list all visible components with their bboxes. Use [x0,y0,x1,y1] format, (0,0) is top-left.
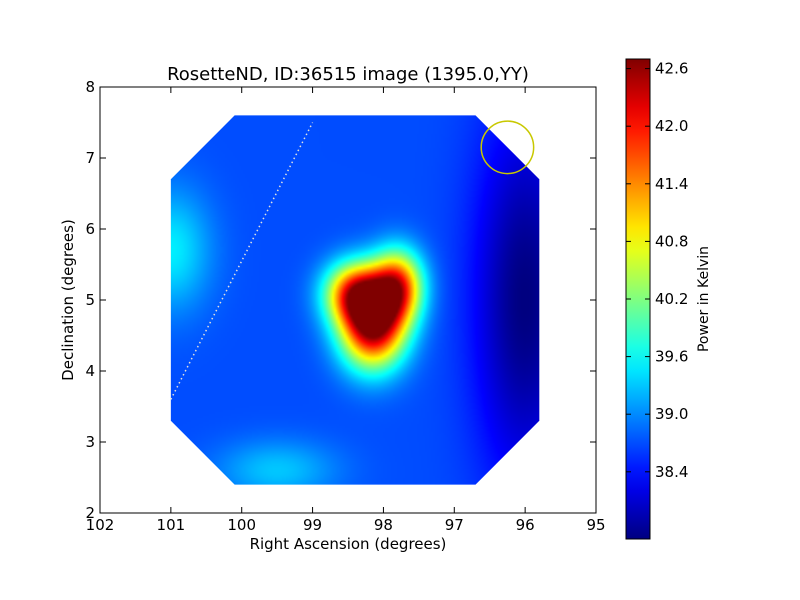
x-tick-label: 96 [516,516,535,534]
colorbar-tick-label: 39.0 [655,405,688,423]
y-tick-label: 5 [85,291,95,309]
chart-title: RosetteND, ID:36515 image (1395.0,YY) [167,64,529,85]
x-tick-label: 95 [586,516,605,534]
x-tick-label: 99 [303,516,322,534]
y-axis-label: Declination (degrees) [59,219,77,381]
colorbar-tick-label: 42.0 [655,117,688,135]
y-tick-label: 7 [85,149,95,167]
x-tick-label: 98 [374,516,393,534]
y-tick-label: 3 [85,433,95,451]
x-axis-ticks: 102 101 100 99 98 97 96 95 [86,87,606,534]
y-tick-label: 4 [85,362,95,380]
colorbar-tick-label: 41.4 [655,175,688,193]
y-tick-label: 8 [85,78,95,96]
colorbar-tick-label: 40.2 [655,290,688,308]
colorbar-ticks: 38.4 39.0 39.6 40.2 40.8 41.4 42.0 42.6 [626,60,688,481]
y-tick-label: 2 [85,504,95,522]
colorbar-tick-label: 39.6 [655,348,688,366]
heatmap-image [170,115,540,485]
colorbar-tick-label: 42.6 [655,60,688,78]
x-tick-label: 101 [157,516,186,534]
beam-circle [480,120,535,175]
y-axis-ticks: 2 3 4 5 6 7 8 [85,78,596,522]
colorbar-label: Power in Kelvin [696,246,712,352]
x-tick-label: 102 [86,516,115,534]
x-tick-label: 100 [227,516,256,534]
y-tick-label: 6 [85,220,95,238]
x-tick-label: 97 [445,516,464,534]
colorbar-tick-label: 40.8 [655,232,688,250]
colorbar-tick-label: 38.4 [655,463,688,481]
x-axis-label: Right Ascension (degrees) [250,535,447,553]
